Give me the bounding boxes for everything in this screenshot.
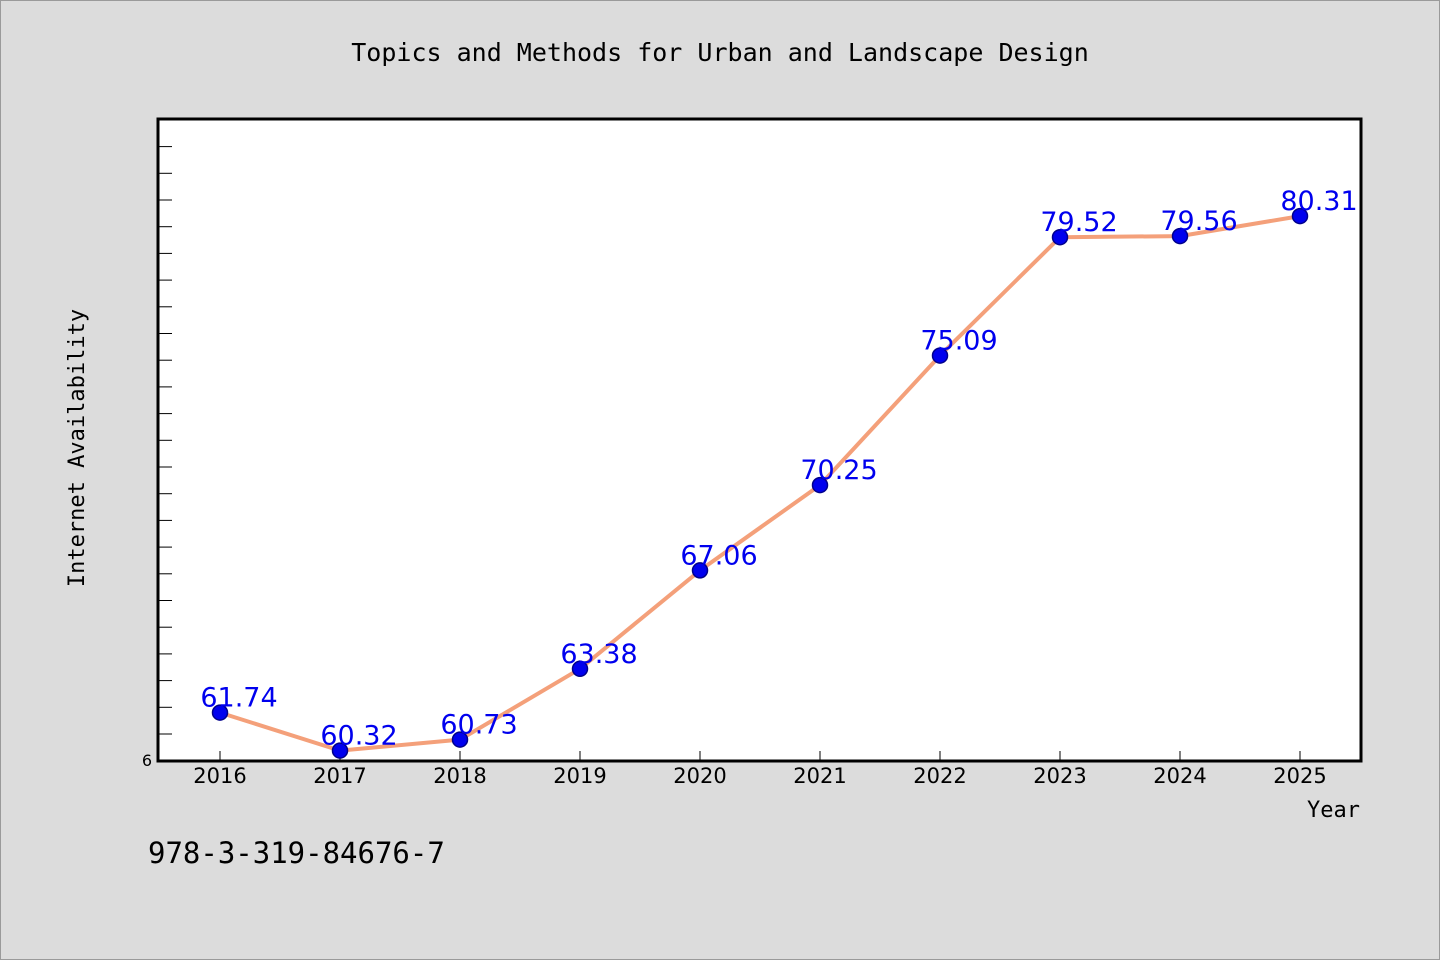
data-point (331, 742, 349, 759)
data-label: 67.06 (680, 540, 757, 571)
x-axis-label: Year (1307, 798, 1360, 823)
data-point (1171, 227, 1189, 245)
data-point (211, 704, 229, 721)
data-point (451, 731, 469, 748)
x-tick-label: 2024 (1153, 764, 1206, 788)
data-point (1291, 207, 1309, 225)
x-tick-label: 2025 (1273, 764, 1326, 788)
data-label: 60.73 (440, 710, 517, 741)
y-axis-ticks (158, 146, 172, 735)
data-label: 61.74 (200, 683, 277, 714)
data-label: 79.52 (1040, 207, 1117, 238)
data-label: 60.32 (320, 721, 397, 752)
x-tick-label: 2019 (553, 764, 606, 788)
x-tick-label: 2018 (433, 764, 486, 788)
data-label: 70.25 (800, 455, 877, 486)
data-label: 63.38 (560, 639, 637, 670)
x-tick-label: 2020 (673, 764, 726, 788)
data-label: 75.09 (920, 326, 997, 357)
data-point (1051, 228, 1069, 246)
x-tick-label: 2017 (313, 764, 366, 788)
data-label: 80.31 (1280, 186, 1357, 217)
x-tick-label: 2016 (193, 764, 246, 788)
data-point (931, 347, 949, 364)
y-axis-min-tick-label: 6 (142, 751, 152, 770)
x-tick-label: 2021 (793, 764, 846, 788)
data-point (691, 562, 709, 579)
data-label: 79.56 (1160, 206, 1237, 237)
y-axis-label: Internet Availability (65, 309, 90, 587)
x-axis-ticks: 2016 2017 2018 2019 2020 2021 2022 2023 2024 2025 (193, 751, 1327, 788)
x-tick-label: 2022 (913, 764, 966, 788)
data-labels: 61.74 60.32 60.73 63.38 67.06 70.25 75.09 79.52… (200, 186, 1357, 752)
x-tick-label: 2023 (1033, 764, 1086, 788)
data-points (211, 207, 1309, 759)
chart-title: Topics and Methods for Urban and Landsca… (351, 38, 1089, 67)
series-line (218, 214, 1302, 753)
data-point (571, 660, 589, 678)
plot-area (156, 117, 1363, 763)
isbn-note: 978-3-319-84676-7 (148, 836, 445, 870)
data-point (811, 476, 829, 494)
